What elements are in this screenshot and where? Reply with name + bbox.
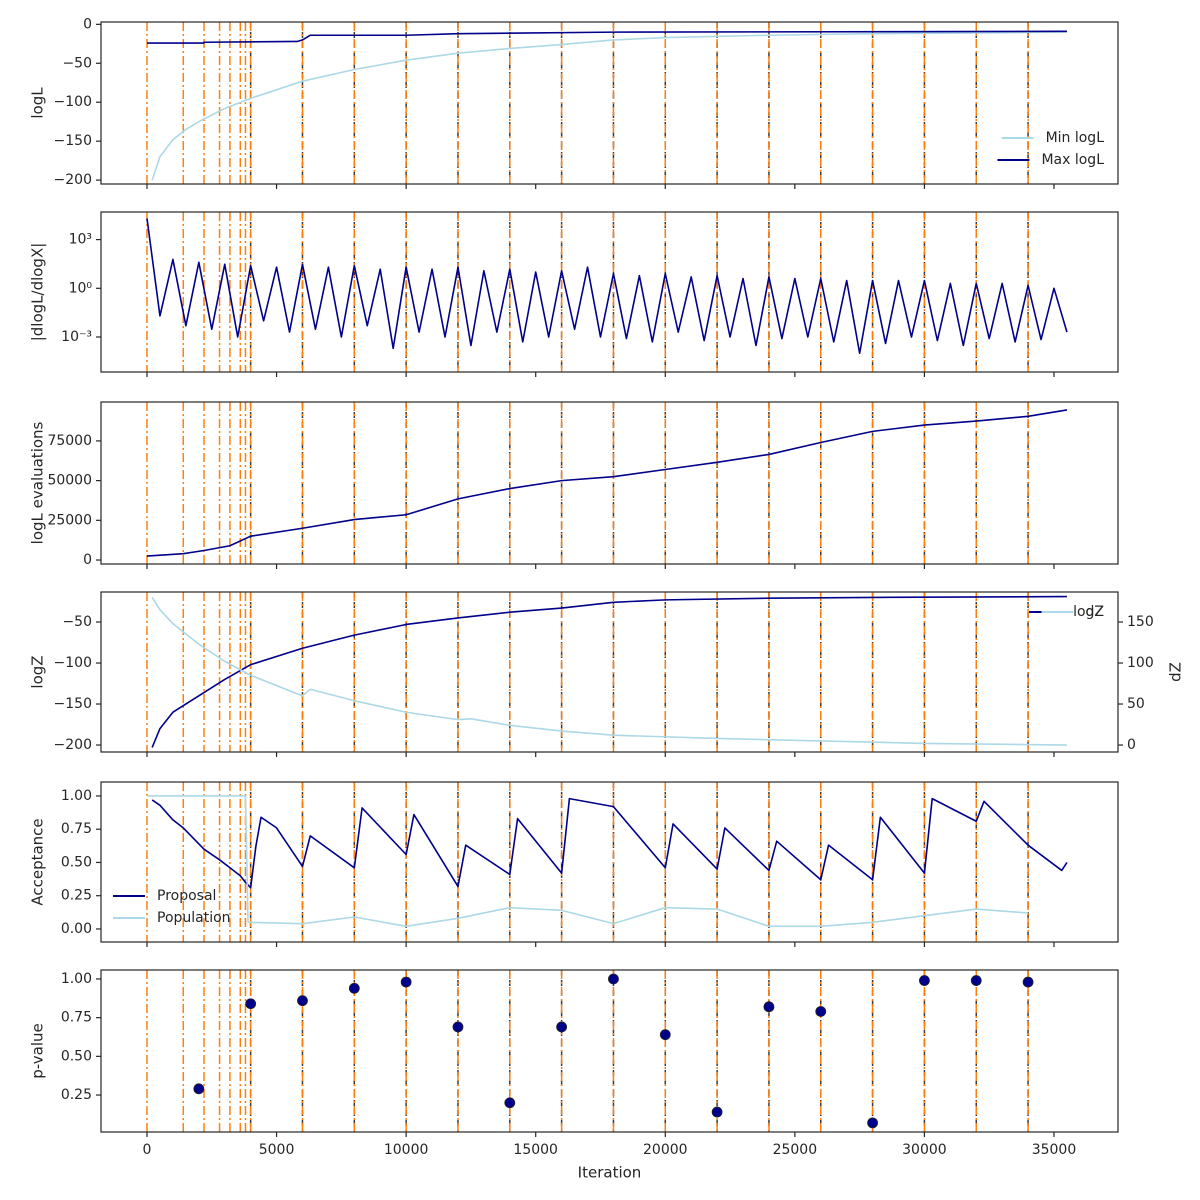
series-line — [147, 795, 1029, 928]
panel: 0.00 0.25 0.50 0.75 1.00 Acceptance Proposal Po… — [29, 781, 1119, 947]
series-line — [151, 31, 1067, 181]
x-tick-label: 15000 — [513, 1142, 558, 1158]
y-axis-label: p-value — [29, 1023, 47, 1079]
point — [970, 975, 982, 986]
series-line — [151, 595, 1067, 748]
legend-label: Population — [157, 910, 231, 926]
y-tick-label: −200 — [54, 172, 92, 188]
point — [659, 1029, 671, 1041]
y-tick-label: −200 — [54, 737, 92, 753]
y-tick-label: 0.50 — [61, 1048, 92, 1064]
y2-tick-label: 100 — [1127, 655, 1154, 671]
y-tick-label: 0.50 — [61, 854, 92, 870]
series-line — [151, 797, 1068, 889]
y-tick-label: 50000 — [47, 473, 92, 489]
y2-tick-label: 50 — [1127, 696, 1145, 712]
y-tick-label: 1.00 — [61, 788, 92, 804]
y-tick-label: −100 — [54, 655, 92, 671]
panel: 10⁻³ 10⁰ 10³ |dlogL/dlogX| — [29, 211, 1119, 377]
y2-axis-label: dZ — [1167, 662, 1185, 682]
axes-frame — [100, 969, 1119, 1133]
point — [297, 995, 308, 1007]
y-axis-label: logL evaluations — [29, 421, 47, 544]
y-tick-label: −50 — [62, 614, 92, 630]
legend-label: logZ — [1073, 604, 1104, 620]
point — [400, 976, 412, 988]
legend-label: Max logL — [1041, 152, 1104, 168]
point — [245, 998, 257, 1010]
point — [763, 1001, 775, 1013]
y-tick-label: 25000 — [47, 512, 92, 528]
y-tick-label: 10⁻³ — [61, 329, 92, 345]
point — [556, 1021, 568, 1033]
axes-frame — [100, 591, 1119, 753]
point — [711, 1106, 723, 1118]
legend-label: Proposal — [157, 888, 216, 904]
y-tick-label: −150 — [54, 696, 92, 712]
point — [919, 975, 930, 986]
x-tick-label: 5000 — [259, 1142, 295, 1158]
y-tick-label: 0.75 — [61, 1010, 92, 1026]
legend: Min logL Max logL — [997, 130, 1104, 168]
point — [608, 973, 619, 985]
x-tick-label: 35000 — [1032, 1142, 1077, 1158]
y-axis-label: logL — [29, 87, 47, 119]
series-line — [151, 596, 1067, 746]
x-tick-label: 20000 — [643, 1142, 688, 1158]
series-line — [146, 218, 1068, 355]
x-tick-label: 10000 — [384, 1142, 429, 1158]
x-tick-label: 30000 — [902, 1142, 947, 1158]
legend-label: dZ — [1086, 604, 1104, 620]
legend-label: Min logL — [1046, 130, 1105, 146]
x-tick-label: 25000 — [773, 1142, 818, 1158]
y-tick-label: 10³ — [69, 232, 92, 248]
x-tick-label: 0 — [143, 1142, 152, 1158]
axes-frame — [100, 21, 1119, 185]
point — [815, 1006, 827, 1017]
panel: 0 −50 −100 −150 −200 logL Min logL Max logL — [29, 16, 1119, 189]
point — [867, 1117, 878, 1129]
y-tick-label: −50 — [62, 55, 92, 71]
series-line — [146, 409, 1068, 557]
y-tick-label: −100 — [54, 94, 92, 110]
y-tick-label: 0.75 — [61, 821, 92, 837]
y-tick-label: 10⁰ — [69, 280, 93, 296]
y2-tick-label: 150 — [1127, 614, 1154, 630]
point — [348, 982, 360, 994]
x-axis-label: Iteration — [578, 1164, 642, 1182]
y-axis-label: logZ — [29, 655, 47, 688]
y2-tick-label: 0 — [1127, 737, 1136, 753]
y-tick-label: 1.00 — [61, 971, 92, 987]
y-axis-label: Acceptance — [29, 818, 47, 905]
y-tick-label: 0.25 — [61, 1087, 92, 1103]
y-tick-label: 0 — [83, 16, 92, 32]
point — [1022, 976, 1034, 988]
point — [193, 1083, 205, 1095]
y-tick-label: −150 — [54, 133, 92, 149]
axes-frame — [100, 211, 1119, 373]
point — [452, 1021, 464, 1033]
y-tick-label: 0.25 — [61, 888, 92, 904]
y-axis-label: |dlogL/dlogX| — [29, 243, 47, 342]
axes-frame — [100, 401, 1119, 565]
point — [504, 1097, 516, 1109]
y-tick-label: 75000 — [47, 433, 92, 449]
y-tick-label: 0.00 — [61, 921, 92, 937]
panel: 0 5000 10000 15000 20000 25000 30000 35000 Itera… — [29, 969, 1119, 1182]
legend: dZ — [1041, 604, 1104, 620]
legend: Proposal Population — [113, 888, 231, 926]
series-line — [147, 30, 1067, 44]
y-tick-label: 0 — [83, 552, 92, 568]
